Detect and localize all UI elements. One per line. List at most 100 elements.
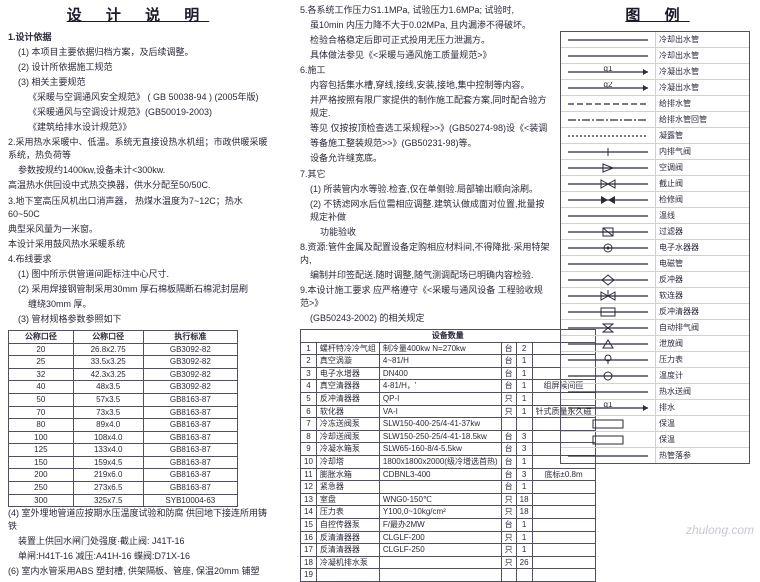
- legend-symbol-icon: [561, 416, 656, 431]
- legend-symbol-icon: [561, 160, 656, 175]
- text-line: 本设计采用鼓风热水采暖系统: [8, 238, 268, 251]
- text-line: (2) 设计所依据施工规范: [8, 61, 268, 74]
- legend-row: 温度计: [561, 368, 749, 384]
- equipment-table: 设备数量 1螺杆特冷冷气组制冷量400kw N=270kw台22真空涡漩4~81…: [300, 329, 596, 582]
- legend-row: 截止阀: [561, 176, 749, 192]
- legend-symbol-icon: q1: [561, 400, 656, 415]
- legend-symbol-icon: q1: [561, 64, 656, 79]
- svg-text:q1: q1: [604, 402, 613, 409]
- text-line: (1) 所装管内水等验.检查,仅在单侧验.局部输出顺向涂刷。: [300, 183, 550, 196]
- legend-row: 软连器: [561, 288, 749, 304]
- text-line: (3) 管材规格参数参照如下: [8, 313, 268, 326]
- legend-label: 冷却出水管: [656, 48, 749, 63]
- text-line: 9.本设计施工要求 应严格遵守《<采暖与通风设备 工程验收规范>》: [300, 284, 550, 310]
- legend-symbol-icon: [561, 224, 656, 239]
- text-line: 8.资源:管件金属及配置设备定购相应材料间,不得降批·采用特架内,: [300, 241, 550, 267]
- legend-symbol-icon: [561, 384, 656, 399]
- text-line: 参数按规约1400kw,设备未计<300kw.: [8, 164, 268, 177]
- table-row: 12紧急器台1: [301, 481, 596, 494]
- legend-label: 截止阀: [656, 176, 749, 191]
- legend-symbol-icon: q2: [561, 80, 656, 95]
- col2-text: 5.各系统工作压力S1.1MPa, 试验压力1.6MPa; 试验时,虽10min…: [300, 4, 550, 325]
- text-line: 1.设计依据: [8, 31, 268, 44]
- legend-row: 热水送阀: [561, 384, 749, 400]
- table-row: 6软化器VA-I只1针式质量永久磁: [301, 405, 596, 418]
- legend-label: 温度计: [656, 368, 749, 383]
- legend-label: 泄放阀: [656, 336, 749, 351]
- table-row: 3电子水增器DN400台1: [301, 367, 596, 380]
- legend-label: 保温: [656, 432, 749, 447]
- table-row: 2026.8x2.75GB3092-82: [9, 343, 238, 356]
- text-line: (GB50243-2002) 的相关规定: [300, 312, 550, 325]
- text-line: 等见 仅按按顶检查选工采规程>>》(GB50274-98)设《<装调: [300, 122, 550, 135]
- text-line: (1) 本项目主要依据归档方案，及后续调整。: [8, 46, 268, 59]
- legend-row: 给排水管: [561, 96, 749, 112]
- table-row: 7073x3.5GB8163-87: [9, 406, 238, 419]
- table-row: 150159x4.5GB8163-87: [9, 456, 238, 469]
- legend-label: 自动排气阀: [656, 320, 749, 335]
- text-line: 《采暖与空调通风安全规范》 ( GB 50038-94 ) (2005年版): [8, 91, 268, 104]
- table-row: 10冷却塔1800x1800x2000(级冷增选首热)台1: [301, 455, 596, 468]
- equip-title: 设备数量: [301, 330, 596, 343]
- text-line: 4.布线要求: [8, 253, 268, 266]
- legend-symbol-icon: [561, 272, 656, 287]
- table-row: 2533.5x3.25GB3092-82: [9, 356, 238, 369]
- table-row: 16反清清器器CLGLF-200只1: [301, 531, 596, 544]
- legend-symbol-icon: [561, 432, 656, 447]
- legend-label: 空调阀: [656, 160, 749, 175]
- text-line: 功能验收: [300, 226, 550, 239]
- text-line: 等备施工整装规范>>》(GB50231-98)等。: [300, 137, 550, 150]
- text-line: 具体做法参见《<采暖与通风施工质量规范>》: [300, 49, 550, 62]
- legend-row: 空调阀: [561, 160, 749, 176]
- table-row: 3242.3x3.25GB3092-82: [9, 368, 238, 381]
- text-line: 《建筑给排水设计规范》》: [8, 121, 268, 134]
- legend-symbol-icon: [561, 336, 656, 351]
- legend-symbol-icon: [561, 304, 656, 319]
- table-row: 125133x4.0GB8163-87: [9, 444, 238, 457]
- col1-after: (4) 室外埋地管道应按期水压温度试验和防腐 供回地下接连所用铸铁装置上供回水闸…: [8, 507, 268, 578]
- legend-row: 保温: [561, 432, 749, 448]
- legend-label: 过滤器: [656, 224, 749, 239]
- legend-label: 冷却出水管: [656, 32, 749, 47]
- table-row: 11膨胀水箱CDBNL3-400台3底标±0.8m: [301, 468, 596, 481]
- table-row: 1螺杆特冷冷气组制冷量400kw N=270kw台2: [301, 342, 596, 355]
- legend-row: 压力表: [561, 352, 749, 368]
- legend-label: 内排气阀: [656, 144, 749, 159]
- table-row: 300325x7.5SYB10004-63: [9, 494, 238, 507]
- table-row: 19: [301, 569, 596, 582]
- col-header: 公称口径: [73, 330, 143, 343]
- legend-symbol-icon: [561, 320, 656, 335]
- legend-label: 冷凝出水管: [656, 80, 749, 95]
- legend-label: 给排水管: [656, 96, 749, 111]
- text-line: (2) 不锈滤网水后位需相应调整.建筑认做成面对位置,批量按规定补做: [300, 198, 550, 224]
- table-row: 4048x3.5GB3092-82: [9, 381, 238, 394]
- legend-row: 电子水器器: [561, 240, 749, 256]
- legend-label: 电子水器器: [656, 240, 749, 255]
- svg-text:q2: q2: [604, 82, 613, 89]
- text-line: 7.其它: [300, 168, 550, 181]
- legend-row: q1冷凝出水管: [561, 64, 749, 80]
- table-row: 18冷凝机排水泵只26: [301, 556, 596, 569]
- table-row: 8089x4.0GB8163-87: [9, 419, 238, 432]
- col1-text: 1.设计依据 (1) 本项目主要依据归档方案，及后续调整。 (2) 设计所依据施工规…: [8, 31, 268, 326]
- legend-label: 热水送阀: [656, 384, 749, 399]
- legend-row: 冷却出水管: [561, 32, 749, 48]
- legend-symbol-icon: [561, 368, 656, 383]
- legend-row: 保温: [561, 416, 749, 432]
- text-line: (2) 采用焊接钢管制采用30mm 厚石棉板隔断石棉泥封层刷: [8, 283, 268, 296]
- watermark: zhulong.com: [686, 523, 754, 537]
- legend-symbol-icon: [561, 240, 656, 255]
- legend-symbol-icon: [561, 256, 656, 271]
- table-row: 2真空涡漩4~81/H台1: [301, 355, 596, 368]
- legend-row: 反冲器: [561, 272, 749, 288]
- legend-table: 冷却出水管冷却出水管q1冷凝出水管q2冷凝出水管给排水管给排水管回管凝露管内排气…: [560, 31, 750, 464]
- legend-symbol-icon: [561, 288, 656, 303]
- legend-row: 冷却出水管: [561, 48, 749, 64]
- legend-label: 压力表: [656, 352, 749, 367]
- legend-symbol-icon: [561, 112, 656, 127]
- table-row: 250273x6.5GB8163-87: [9, 482, 238, 495]
- text-line: 2.采用热水采暖中、低温。系统无直接设热水机组；市政供暖采暖系统，热负荷等: [8, 136, 268, 162]
- legend-symbol-icon: [561, 48, 656, 63]
- legend-row: 反冲清器器: [561, 304, 749, 320]
- table-row: 17反清清器器CLGLF-250只1: [301, 544, 596, 557]
